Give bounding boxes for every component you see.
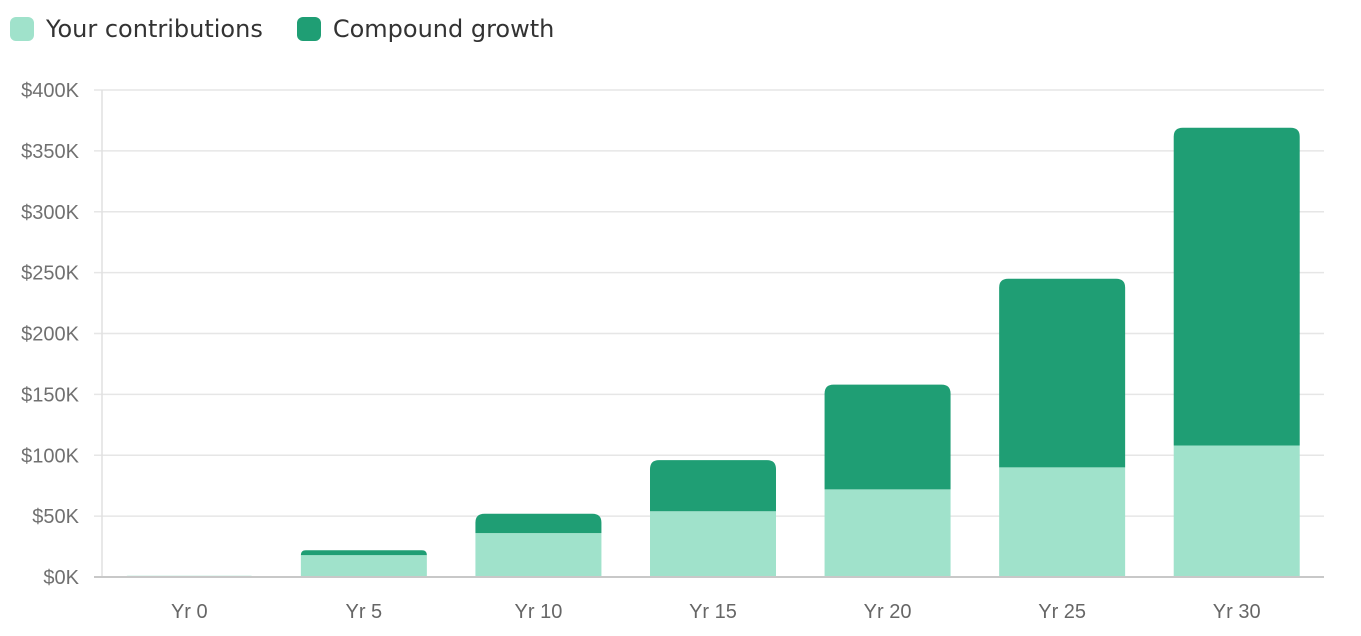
bar-contributions[interactable] (475, 533, 602, 577)
bar-group-yr-25[interactable] (999, 278, 1126, 577)
x-tick-label: Yr 25 (1038, 601, 1086, 623)
y-tick-label: $250K (21, 263, 79, 285)
bar-group-yr-30[interactable] (1173, 127, 1300, 577)
bar-contributions[interactable] (999, 467, 1126, 577)
bars (126, 127, 1300, 577)
legend-label-compound-growth: Compound growth (332, 15, 555, 43)
bar-group-yr-15[interactable] (650, 460, 776, 577)
bar-compound-growth[interactable] (300, 550, 427, 556)
x-tick-label: Yr 15 (689, 601, 737, 623)
x-tick-label: Yr 5 (346, 601, 383, 623)
x-axis: Yr 0 Yr 5 Yr 10 Yr 15 Yr 20 Yr 25 Yr 30 (94, 576, 1324, 623)
bar-compound-growth[interactable] (824, 384, 951, 490)
y-tick-label: $200K (21, 324, 79, 346)
bar-contributions[interactable] (300, 555, 427, 577)
bar-group-yr-10[interactable] (475, 513, 602, 577)
y-tick-label: $150K (21, 384, 79, 406)
legend-label-contributions: Your contributions (46, 15, 263, 43)
bar-compound-growth[interactable] (475, 513, 602, 534)
y-tick-label: $0K (43, 567, 79, 589)
legend-item-contributions[interactable]: Your contributions (10, 15, 263, 43)
legend-swatch-contributions (10, 17, 34, 41)
bar-compound-growth[interactable] (1173, 127, 1300, 446)
legend-swatch-compound-growth (296, 17, 321, 41)
chart-legend: Your contributions Compound growth (10, 14, 554, 44)
bar-contributions[interactable] (824, 489, 951, 577)
x-tick-label: Yr 10 (515, 601, 563, 623)
bar-group-yr-5[interactable] (300, 550, 427, 577)
bar-contributions[interactable] (1173, 445, 1300, 577)
bar-contributions[interactable] (650, 511, 776, 577)
bar-compound-growth[interactable] (650, 460, 776, 512)
legend-item-compound-growth[interactable]: Compound growth (296, 15, 555, 43)
y-axis: $0K $50K $100K $150K $200K $250K $300K $350K $40… (21, 80, 103, 589)
y-tick-label: $300K (21, 202, 79, 224)
bar-group-yr-20[interactable] (824, 384, 951, 577)
bar-compound-growth[interactable] (999, 278, 1126, 468)
x-tick-label: Yr 0 (171, 601, 208, 623)
y-tick-label: $100K (21, 445, 79, 467)
y-tick-label: $350K (21, 141, 79, 163)
x-tick-label: Yr 20 (864, 601, 912, 623)
x-tick-label: Yr 30 (1213, 601, 1261, 623)
y-tick-label: $50K (32, 506, 79, 528)
y-tick-label: $400K (21, 80, 79, 102)
grid-lines (94, 89, 1324, 517)
